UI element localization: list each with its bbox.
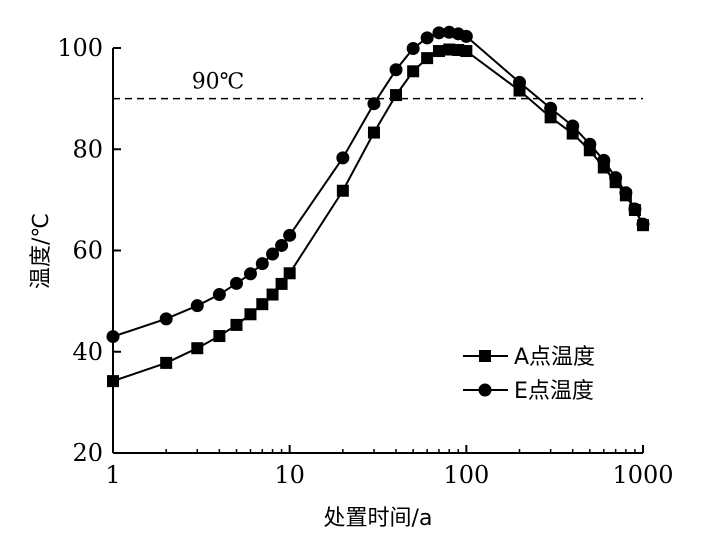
data-point-circle	[255, 257, 269, 271]
data-point-circle	[420, 31, 434, 45]
reference-line-group: 90℃	[113, 70, 643, 100]
legend-label: E点温度	[514, 379, 594, 404]
x-tick-label: 10	[274, 461, 305, 489]
y-tick-label: 60	[72, 237, 103, 265]
data-point-square	[191, 342, 204, 355]
data-point-circle	[544, 101, 558, 115]
data-point-circle	[190, 299, 204, 313]
data-point-circle	[459, 29, 473, 43]
data-point-circle	[212, 288, 226, 302]
reference-line-label: 90℃	[192, 70, 245, 95]
y-tick-label: 40	[72, 338, 103, 366]
y-axis-title: 温度/℃	[29, 213, 54, 289]
y-tick-label: 100	[57, 34, 103, 62]
data-point-circle	[406, 42, 420, 56]
data-point-square	[421, 52, 434, 65]
data-point-square	[230, 318, 243, 331]
y-tick-label: 20	[72, 439, 103, 467]
data-point-square	[244, 308, 257, 321]
data-point-square	[160, 356, 173, 369]
data-point-circle	[266, 247, 280, 261]
series-line	[112, 48, 644, 383]
data-point-circle	[513, 75, 527, 89]
data-point-circle	[275, 238, 289, 252]
x-tick-label: 1000	[612, 461, 673, 489]
data-point-circle	[619, 186, 633, 200]
data-point-square	[367, 126, 380, 139]
data-point-square	[275, 277, 288, 290]
series-a	[107, 43, 649, 388]
data-point-square	[256, 298, 269, 311]
legend: A点温度 E点温度	[463, 345, 595, 404]
data-point-square	[443, 43, 456, 56]
data-point-circle	[159, 312, 173, 326]
legend-marker-circle	[478, 383, 492, 397]
data-point-square	[213, 330, 226, 343]
data-point-square	[566, 127, 579, 140]
data-point-circle	[367, 97, 381, 111]
data-point-circle	[432, 26, 446, 40]
x-axis-title: 处置时间/a	[324, 506, 433, 531]
data-point-square	[390, 89, 403, 102]
data-point-square	[407, 65, 420, 78]
data-point-circle	[636, 217, 650, 231]
data-point-circle	[243, 267, 257, 281]
data-point-circle	[283, 228, 297, 242]
data-point-circle	[106, 330, 120, 344]
x-tick-label: 1	[105, 461, 120, 489]
series-line	[112, 31, 644, 338]
data-point-square	[266, 288, 279, 301]
data-point-circle	[229, 276, 243, 290]
data-point-circle	[389, 63, 403, 77]
axes: 20 40 60 80 100 1 10 100 1000	[57, 34, 673, 489]
data-point-square	[283, 267, 296, 280]
data-point-circle	[336, 151, 350, 165]
series-group	[106, 25, 650, 388]
data-point-square	[544, 111, 557, 124]
y-tick-label: 80	[72, 135, 103, 163]
series-e	[106, 25, 650, 344]
data-point-square	[107, 375, 119, 388]
data-point-square	[432, 45, 445, 58]
data-point-square	[336, 184, 349, 197]
data-point-circle	[628, 202, 642, 216]
x-tick-label: 100	[443, 461, 489, 489]
data-point-square	[460, 45, 473, 58]
legend-marker-square	[479, 350, 491, 362]
data-point-circle	[583, 137, 597, 151]
data-point-circle	[597, 153, 611, 167]
legend-label: A点温度	[514, 345, 595, 370]
data-point-circle	[609, 171, 623, 185]
data-point-circle	[566, 119, 580, 133]
